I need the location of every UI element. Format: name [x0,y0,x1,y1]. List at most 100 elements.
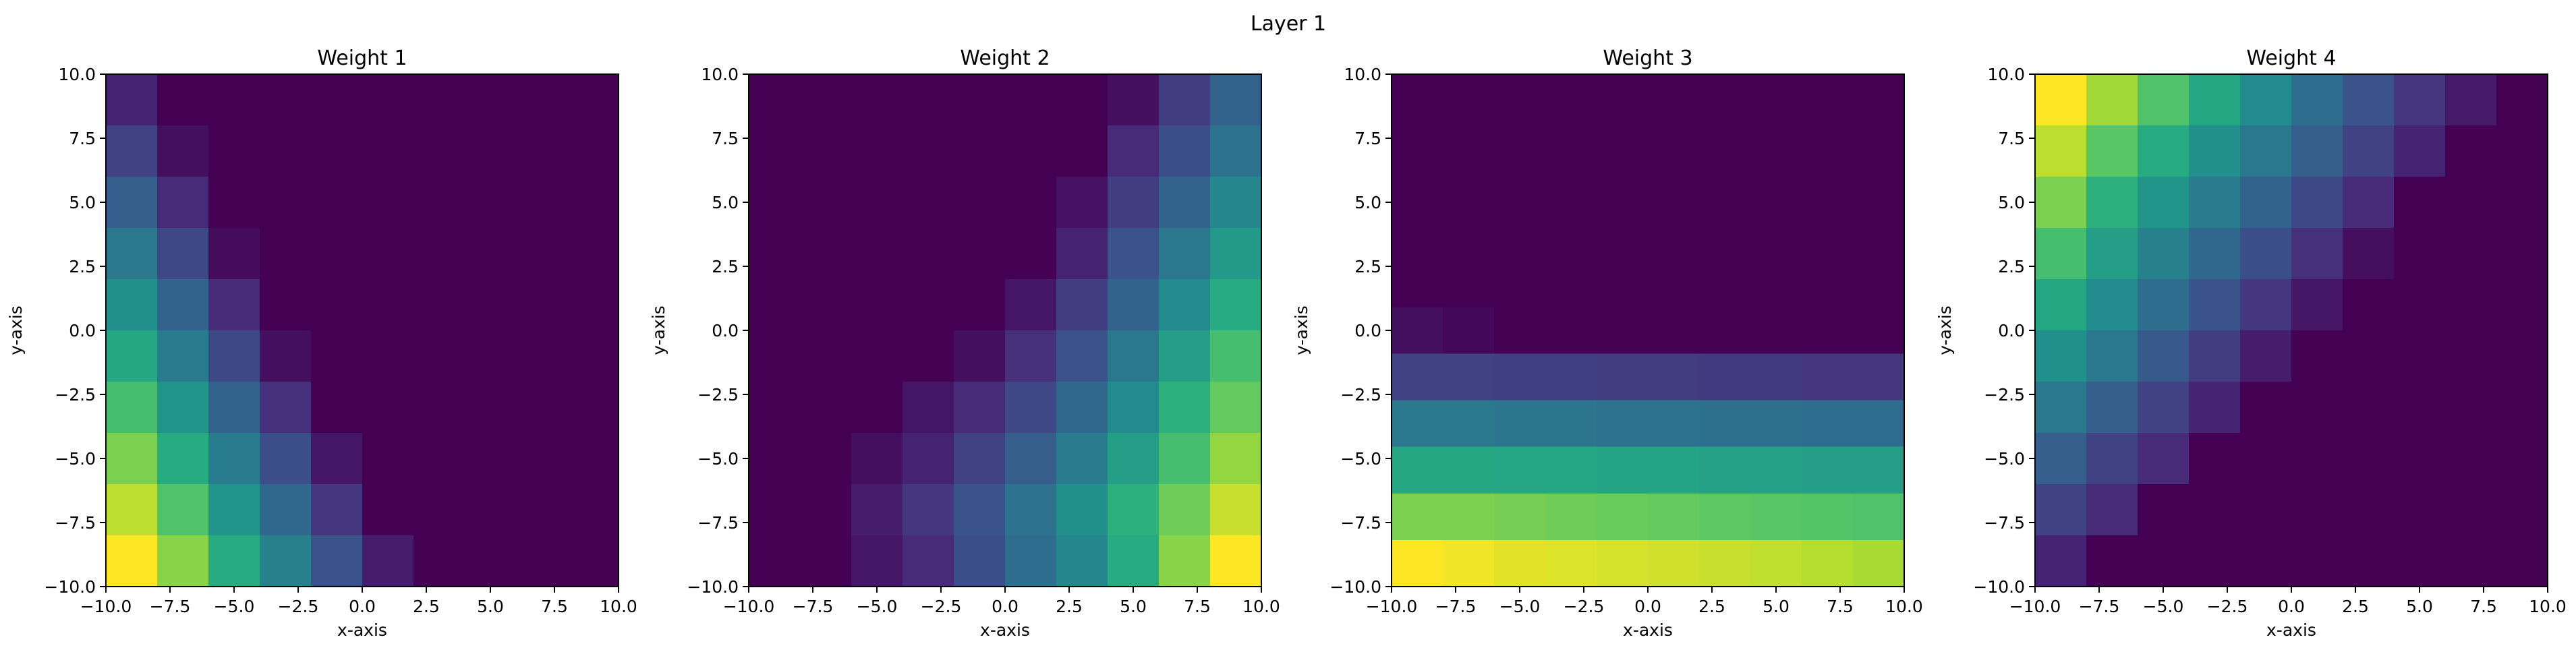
heatmap-cell [2394,535,2446,587]
heatmap-cell [1494,493,1546,541]
heatmap-cell [1443,167,1495,214]
heatmap-cell [2086,535,2138,587]
heatmap-cell [1494,539,1546,587]
heatmap-cell [2189,74,2241,126]
heatmap-cell [749,74,801,126]
heatmap-cell [516,433,568,485]
heatmap-cell [1648,493,1700,541]
heatmap-panel-1: −10.0 −7.5 −5.0 −2.5 0.0 2.5 5.0 7.5 10.0 −10.0 −7… [6,47,637,640]
heatmap-cell [2291,433,2343,485]
heatmap-cell [2445,330,2497,382]
heatmap-cell [1108,125,1160,177]
heatmap-cell [2394,74,2446,126]
heatmap-cell [1597,74,1649,121]
heatmap-cell [260,125,312,177]
heatmap-cell [1210,177,1262,229]
heatmap-cell [260,228,312,280]
heatmap-cell [260,484,312,536]
heatmap-cell [567,228,619,280]
heatmap-cell [1545,167,1597,214]
heatmap-cell [362,382,414,434]
heatmap-cell [851,279,903,331]
heatmap-cell [2035,177,2087,229]
y-tick-label: 7.5 [69,129,96,148]
heatmap-cell [465,433,517,485]
heatmap-cell [1545,400,1597,448]
heatmap-cell [567,535,619,587]
heatmap-cell [1392,400,1443,448]
panel-title: Weight 4 [2246,47,2336,70]
heatmap-cell [1210,228,1262,280]
heatmap-cell [1597,400,1649,448]
heatmap-cell [516,382,568,434]
x-tick-label: −7.5 [150,597,191,616]
heatmap-cell [2394,330,2446,382]
heatmap-cell [1392,121,1443,168]
y-tick-label: 10.0 [1987,65,2025,84]
heatmap-cell [2291,330,2343,382]
heatmap-cell [413,535,465,587]
heatmap-cell [2496,279,2548,331]
y-tick-label: 5.0 [712,193,739,212]
heatmap-cell [851,433,903,485]
heatmap-cell [1005,74,1057,126]
heatmap-cell [2445,382,2497,434]
heatmap-cell [1494,214,1546,261]
heatmap-cell [1443,121,1495,168]
heatmap-cell [2343,228,2395,280]
y-tick-label: −7.5 [1340,513,1381,533]
heatmap-cell [362,330,414,382]
heatmap-cell [800,125,852,177]
heatmap-cell [2496,535,2548,587]
heatmap-cell [2189,228,2241,280]
x-tick-label: 7.5 [2470,597,2497,616]
heatmap-cell [2496,125,2548,177]
heatmap-cell [800,279,852,331]
x-tick-label: 5.0 [1120,597,1147,616]
heatmap-cell [106,382,158,434]
heatmap-cell [1597,353,1649,401]
heatmap-cell [749,330,801,382]
heatmap-cell [362,484,414,536]
heatmap-cell [2343,177,2395,229]
heatmap-cell [903,74,954,126]
heatmap-cell [2086,330,2138,382]
heatmap-cell [954,330,1006,382]
heatmap-cell [465,74,517,126]
heatmap-cells [749,74,1262,587]
y-tick-label: 0.0 [69,321,96,340]
heatmap-cell [413,228,465,280]
heatmap-cell [2394,279,2446,331]
heatmap-cell [2138,433,2189,485]
x-tick-label: −2.5 [2207,597,2248,616]
heatmap-cell [106,74,158,126]
heatmap-cell [2138,177,2189,229]
heatmap-cell [1210,74,1262,126]
heatmap-cell [362,535,414,587]
heatmap-cell [1750,446,1802,494]
heatmap-cell [157,228,209,280]
panel-title: Weight 3 [1603,47,1692,70]
heatmap-cell [1056,279,1108,331]
heatmap-cells [1392,74,1905,587]
heatmap-cell [1802,539,1854,587]
y-tick-label: 7.5 [712,129,739,148]
heatmap-cell [1056,330,1108,382]
heatmap-cell [1443,214,1495,261]
panel-title: Weight 1 [317,47,407,70]
x-tick-label: −10.0 [723,597,775,616]
x-tick-label: −5.0 [857,597,898,616]
x-tick-label: 10.0 [1885,597,1923,616]
heatmap-cell [208,535,260,587]
heatmap-cell [851,177,903,229]
heatmap-cell [1597,493,1649,541]
heatmap-cell [2189,484,2241,536]
heatmap-cell [516,330,568,382]
heatmap-cell [1648,214,1700,261]
heatmap-cell [2394,125,2446,177]
heatmap-cell [1443,260,1495,308]
x-axis-label: x-axis [2266,620,2316,640]
heatmap-cell [567,125,619,177]
heatmap-cell [2138,535,2189,587]
heatmap-cell [1853,493,1905,541]
